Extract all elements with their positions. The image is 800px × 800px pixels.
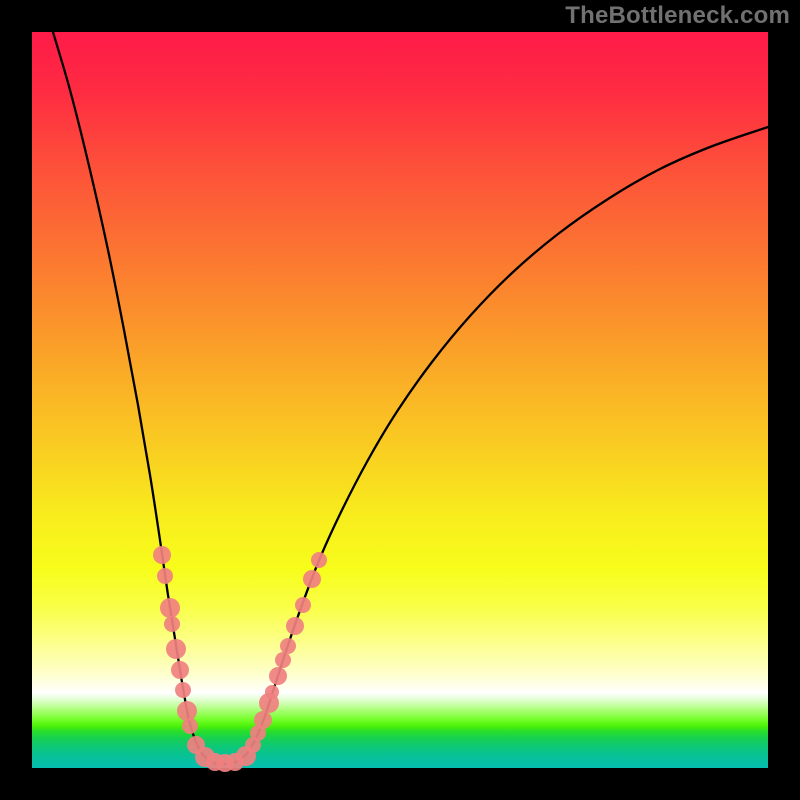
chart-plot-area	[32, 32, 768, 768]
watermark-label: TheBottleneck.com	[565, 2, 790, 30]
chart-root: TheBottleneck.com	[0, 0, 800, 800]
